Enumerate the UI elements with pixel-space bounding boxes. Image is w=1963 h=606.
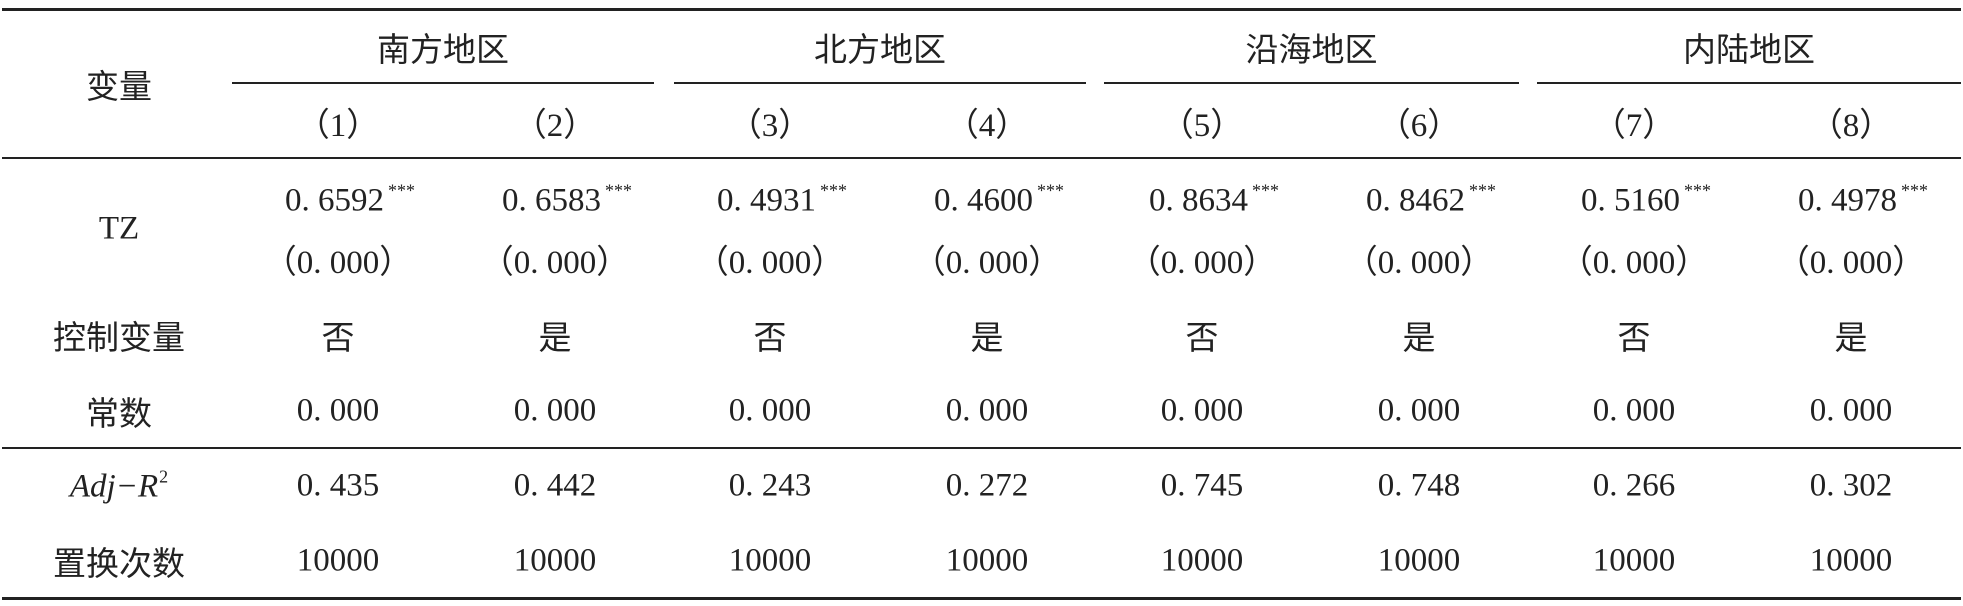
group-header: 南方地区: [377, 33, 509, 69]
cell: 0. 266: [1592, 467, 1676, 504]
p-value: （0. 000）: [912, 245, 1062, 281]
coefficient-value: 0. 6583: [502, 182, 601, 219]
cell: 10000: [1160, 542, 1244, 579]
row-label-text: Adj−R: [69, 468, 159, 505]
p-value: （0. 000）: [1776, 245, 1926, 281]
cell: 是: [1402, 321, 1436, 357]
rule-line: [1104, 82, 1519, 84]
cell: 0. 000: [296, 392, 380, 429]
significance-stars: ***: [1901, 180, 1928, 201]
cell: 10000: [1809, 542, 1893, 579]
coefficient: 0. 8634 ***: [1149, 181, 1279, 220]
cell: 0. 000: [728, 392, 812, 429]
cell: 0. 000: [1377, 392, 1461, 429]
cell: 0. 000: [945, 392, 1029, 429]
cell: 10000: [728, 542, 812, 579]
cell: 0. 272: [945, 467, 1029, 504]
cell: 0. 243: [728, 467, 812, 504]
column-header: （3）: [728, 108, 812, 144]
significance-stars: ***: [1469, 180, 1496, 201]
rule-line: [2, 157, 1961, 159]
cell: 0. 000: [1592, 392, 1676, 429]
coefficient: 0. 4931 ***: [717, 181, 847, 220]
row-label: Adj−R2: [70, 467, 168, 506]
cell: 是: [1834, 321, 1868, 357]
coefficient-value: 0. 4600: [934, 182, 1033, 219]
cell: 10000: [296, 542, 380, 579]
significance-stars: ***: [820, 180, 847, 201]
coefficient-value: 0. 5160: [1581, 182, 1680, 219]
cell: 0. 435: [296, 467, 380, 504]
rule-line: [2, 597, 1961, 600]
cell: 否: [753, 321, 787, 357]
coefficient: 0. 4978 ***: [1798, 181, 1928, 220]
rule-line: [674, 82, 1086, 84]
column-header: （5）: [1160, 108, 1244, 144]
row-header: 变量: [86, 70, 152, 106]
rule-line: [232, 82, 654, 84]
coefficient-value: 0. 4978: [1798, 182, 1897, 219]
row-label: 置换次数: [53, 547, 185, 583]
cell: 是: [970, 321, 1004, 357]
cell: 10000: [1377, 542, 1461, 579]
cell: 0. 000: [1160, 392, 1244, 429]
p-value: （0. 000）: [263, 245, 413, 281]
coefficient-value: 0. 8462: [1366, 182, 1465, 219]
significance-stars: ***: [1037, 180, 1064, 201]
p-value: （0. 000）: [1344, 245, 1494, 281]
rule-line: [1537, 82, 1961, 84]
coefficient: 0. 4600 ***: [934, 181, 1064, 220]
p-value: （0. 000）: [695, 245, 845, 281]
coefficient-value: 0. 6592: [285, 182, 384, 219]
cell: 0. 000: [1809, 392, 1893, 429]
significance-stars: ***: [1252, 180, 1279, 201]
column-header: （4）: [945, 108, 1029, 144]
significance-stars: ***: [388, 180, 415, 201]
significance-stars: ***: [1684, 180, 1711, 201]
column-header: （8）: [1809, 108, 1893, 144]
coefficient-value: 0. 8634: [1149, 182, 1248, 219]
cell: 10000: [513, 542, 597, 579]
cell: 0. 442: [513, 467, 597, 504]
row-label: 常数: [86, 397, 152, 433]
row-label: 控制变量: [53, 321, 185, 357]
p-value: （0. 000）: [1127, 245, 1277, 281]
cell: 否: [1617, 321, 1651, 357]
coefficient: 0. 8462 ***: [1366, 181, 1496, 220]
cell: 10000: [945, 542, 1029, 579]
cell: 0. 302: [1809, 467, 1893, 504]
column-header: （6）: [1377, 108, 1461, 144]
rule-line: [2, 8, 1961, 11]
coefficient-value: 0. 4931: [717, 182, 816, 219]
column-header: （7）: [1592, 108, 1676, 144]
group-header: 北方地区: [814, 33, 946, 69]
significance-stars: ***: [605, 180, 632, 201]
p-value: （0. 000）: [1559, 245, 1709, 281]
cell: 0. 748: [1377, 467, 1461, 504]
group-header: 沿海地区: [1245, 33, 1378, 69]
cell: 10000: [1592, 542, 1676, 579]
cell: 否: [1185, 321, 1219, 357]
row-label-sup: 2: [159, 466, 169, 487]
coefficient: 0. 6592 ***: [285, 181, 415, 220]
column-header: （1）: [296, 108, 380, 144]
cell: 否: [321, 321, 355, 357]
column-header: （2）: [513, 108, 597, 144]
rule-line: [2, 447, 1961, 449]
group-header: 内陆地区: [1683, 33, 1815, 69]
coefficient: 0. 5160 ***: [1581, 181, 1711, 220]
coefficient: 0. 6583 ***: [502, 181, 632, 220]
cell: 0. 000: [513, 392, 597, 429]
p-value: （0. 000）: [480, 245, 630, 281]
cell: 是: [538, 321, 572, 357]
row-label: TZ: [98, 210, 140, 247]
cell: 0. 745: [1160, 467, 1244, 504]
